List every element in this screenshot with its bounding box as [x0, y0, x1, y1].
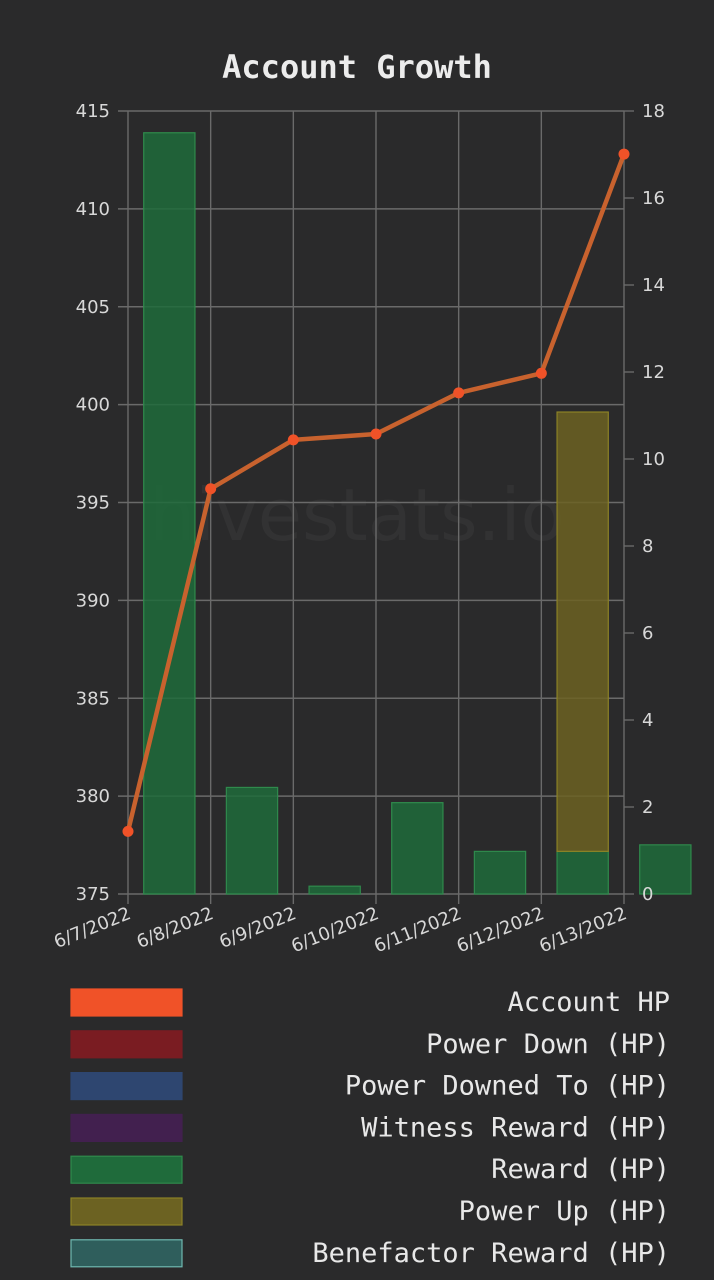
bar-reward-hp — [225, 786, 279, 895]
legend-swatch — [70, 1197, 183, 1226]
legend-label: Power Down (HP) — [426, 1029, 670, 1060]
account-hp-point — [122, 825, 134, 837]
y-right-tick-label: 16 — [642, 188, 665, 209]
account-hp-point — [453, 387, 465, 399]
legend: Account HP Power Down (HP) Power Downed To… — [70, 987, 670, 1269]
bar-reward-hp — [473, 850, 527, 895]
legend-label: Benefactor Reward (HP) — [312, 1238, 670, 1269]
y-right-tick-label: 14 — [642, 275, 665, 296]
legend-label: Power Downed To (HP) — [345, 1071, 670, 1102]
account-hp-line-layer — [122, 148, 630, 837]
y-left-tick-label: 380 — [76, 786, 110, 807]
account-hp-point — [205, 483, 217, 495]
x-tick-label: 6/8/2022 — [134, 903, 217, 953]
bar-reward-hp — [143, 132, 196, 895]
bar-reward-hp — [308, 885, 361, 895]
y-right-tick-label: 10 — [642, 449, 665, 470]
y-right-tick-label: 12 — [642, 362, 665, 383]
account-hp-point — [535, 367, 547, 379]
y-left-tick-label: 375 — [76, 884, 110, 905]
y-right-tick-label: 0 — [642, 884, 653, 905]
legend-swatch — [70, 1113, 183, 1143]
legend-swatch — [70, 988, 183, 1017]
bar-power-up-hp — [556, 411, 609, 852]
y-left-tick-label: 405 — [76, 297, 110, 318]
x-tick-label: 6/9/2022 — [216, 903, 299, 953]
legend-label: Witness Reward (HP) — [361, 1112, 670, 1143]
legend-label: Power Up (HP) — [459, 1196, 670, 1227]
y-right-tick-label: 2 — [642, 797, 653, 818]
account-hp-point — [287, 434, 299, 446]
y-left-tick-label: 400 — [76, 395, 110, 416]
x-tick-label: 6/12/2022 — [454, 903, 547, 957]
watermark: hivestats.io — [149, 473, 564, 557]
legend-swatch — [70, 1030, 183, 1059]
bar-reward-hp — [391, 802, 444, 895]
x-tick-label: 6/10/2022 — [288, 903, 381, 957]
x-tick-label: 6/11/2022 — [371, 903, 464, 957]
account-hp-point — [618, 148, 630, 160]
account-hp-point — [370, 428, 382, 440]
x-tick-label: 6/13/2022 — [536, 903, 629, 957]
y-right-tick-label: 8 — [642, 536, 653, 557]
grid — [118, 110, 625, 904]
legend-label: Account HP — [507, 987, 670, 1018]
y-left-tick-label: 415 — [76, 101, 110, 122]
y-right-tick-label: 6 — [642, 623, 653, 644]
legend-swatch — [70, 1155, 183, 1184]
bar-reward-hp — [556, 850, 609, 895]
legend-swatch — [70, 1239, 183, 1268]
bars — [143, 132, 692, 895]
y-right-tick-label: 18 — [642, 101, 665, 122]
legend-swatch — [70, 1071, 183, 1101]
y-left-tick-label: 410 — [76, 199, 110, 220]
legend-label: Reward (HP) — [491, 1154, 670, 1185]
y-left-tick-label: 385 — [76, 688, 110, 709]
x-tick-label: 6/7/2022 — [51, 903, 134, 953]
y-right-tick-label: 4 — [642, 710, 653, 731]
bar-reward-hp — [639, 844, 692, 895]
chart-title: Account Growth — [222, 48, 492, 86]
y-left-tick-label: 395 — [76, 493, 110, 514]
y-left-tick-label: 390 — [76, 590, 110, 611]
